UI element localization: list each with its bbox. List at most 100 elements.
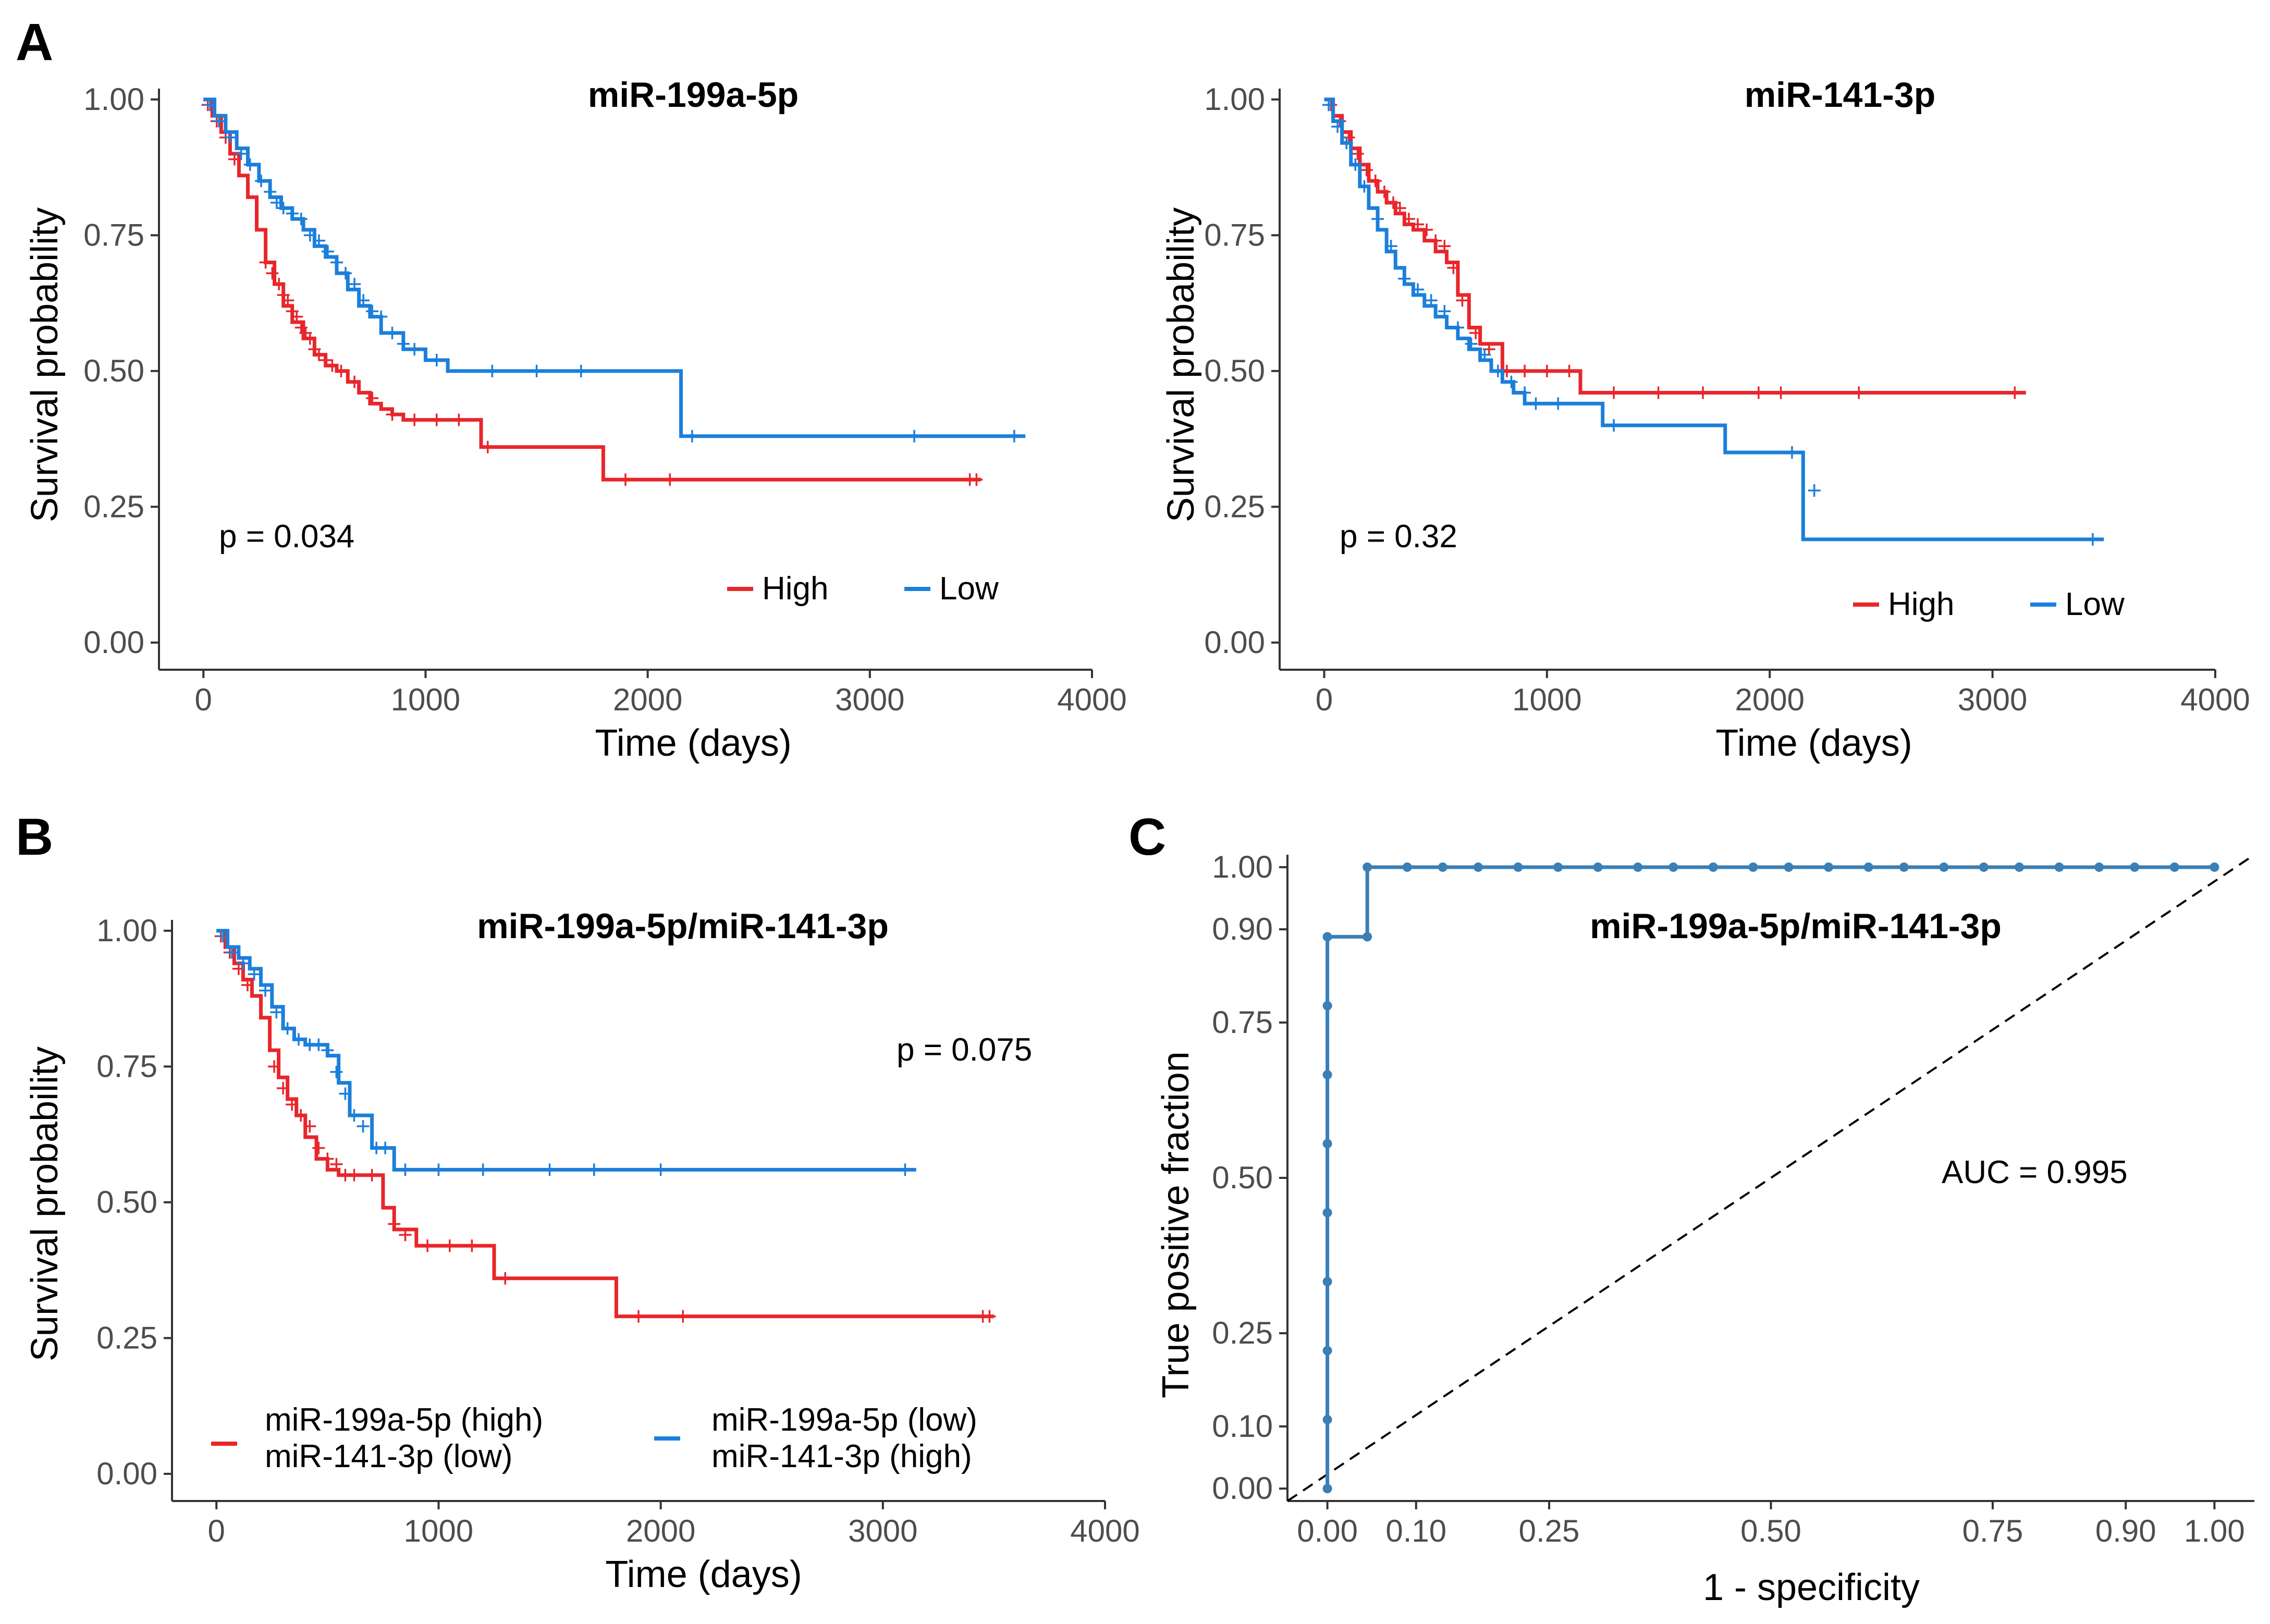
censor-mark — [270, 196, 283, 209]
legend: High Low — [1853, 586, 2125, 622]
censor-mark — [1608, 386, 1621, 399]
censor-mark — [1465, 337, 1478, 350]
censor-mark — [273, 278, 286, 291]
survival-curve-low — [216, 929, 916, 1172]
censor-mark — [235, 147, 248, 161]
roc-point — [1633, 862, 1643, 872]
censor-mark — [357, 1119, 370, 1133]
panel-label-b: B — [16, 808, 53, 866]
roc-point — [1322, 932, 1332, 942]
censor-mark — [312, 1038, 325, 1051]
roc-point — [1322, 1484, 1332, 1494]
censor-mark — [281, 294, 295, 307]
censor-mark — [1358, 180, 1371, 193]
chart-title: miR-199a-5p/miR-141-3p — [477, 906, 889, 946]
censor-mark — [204, 99, 217, 112]
censor-mark — [1429, 234, 1442, 247]
censor-mark — [319, 354, 332, 367]
panel-label-a: A — [16, 13, 53, 71]
roc-point — [1322, 1414, 1332, 1424]
censor-mark — [386, 408, 399, 421]
roc-point — [1513, 862, 1523, 872]
censor-mark — [375, 310, 388, 323]
censor-mark — [388, 1217, 401, 1231]
censor-mark — [303, 332, 316, 345]
x-tick-label: 2000 — [613, 682, 682, 717]
censor-mark — [1393, 202, 1406, 215]
y-tick-label: 0.00 — [96, 1456, 157, 1491]
censor-mark — [654, 1163, 667, 1176]
censor-mark — [1518, 364, 1531, 377]
km-plot-mir199a: miR-199a-5p Time (days) Survival probabi… — [24, 75, 1127, 764]
legend-label-line2: miR-141-3p (high) — [711, 1438, 972, 1474]
censor-mark — [357, 294, 370, 307]
censor-mark — [330, 1065, 343, 1078]
roc-point — [1748, 862, 1758, 872]
censor-mark — [1469, 326, 1482, 339]
censor-mark — [1491, 364, 1504, 377]
censor-mark — [1447, 261, 1460, 274]
x-tick-label: 1000 — [391, 682, 460, 717]
censor-mark — [1322, 99, 1335, 112]
diagonal-reference-line — [1286, 854, 2255, 1502]
censor-mark — [1852, 386, 1866, 399]
plot-area: 0.00 0.25 0.50 0.75 1.00 0 1000 2000 3000 4000 — [1204, 82, 2250, 717]
censor-mark — [1371, 213, 1384, 226]
y-tick-label: 0.25 — [96, 1320, 157, 1355]
roc-point — [1438, 862, 1447, 872]
censor-mark — [486, 364, 499, 377]
y-tick-label: 0.00 — [1204, 625, 1265, 660]
censor-mark — [292, 1033, 305, 1046]
censor-mark — [224, 131, 237, 144]
legend-label-low: Low — [2065, 586, 2125, 622]
censor-mark — [899, 1163, 912, 1176]
roc-point — [1322, 1070, 1332, 1080]
survival-curve-low — [203, 97, 1026, 438]
censor-mark — [1563, 364, 1576, 377]
censor-mark — [1518, 386, 1531, 399]
x-tick-label: 0.25 — [1519, 1514, 1580, 1548]
p-value-annotation: p = 0.034 — [219, 519, 354, 555]
censor-mark — [443, 1239, 456, 1252]
roc-point — [1322, 1346, 1332, 1356]
censor-mark — [430, 354, 443, 367]
censor-mark — [587, 1163, 600, 1176]
censor-mark — [255, 175, 268, 188]
roc-point — [2094, 862, 2104, 872]
censor-mark — [2008, 386, 2021, 399]
censor-mark — [1411, 218, 1424, 231]
censor-mark — [348, 1168, 361, 1182]
censor-mark — [685, 429, 698, 442]
censor-mark — [312, 234, 325, 247]
x-axis-title: 1 - specificity — [1703, 1567, 1920, 1608]
censor-mark — [295, 1109, 308, 1122]
roc-point — [2054, 862, 2064, 872]
censor-mark — [983, 1310, 996, 1323]
censor-mark — [1456, 294, 1469, 307]
censor-mark — [1774, 386, 1787, 399]
censor-mark — [1425, 294, 1438, 307]
x-tick-label: 3000 — [848, 1514, 917, 1548]
y-tick-label: 0.75 — [83, 217, 144, 252]
censor-mark — [348, 278, 361, 291]
y-tick-label: 1.00 — [83, 82, 144, 117]
p-value-annotation: p = 0.32 — [1340, 519, 1457, 555]
censor-mark — [970, 473, 983, 486]
censor-mark — [330, 1158, 343, 1171]
y-tick-label: 1.00 — [1212, 850, 1273, 884]
censor-mark — [408, 413, 421, 426]
censor-mark — [632, 1310, 645, 1323]
censor-mark — [1451, 321, 1464, 334]
y-tick-label: 0.50 — [83, 353, 144, 388]
roc-point — [1322, 1001, 1332, 1011]
roc-point — [1668, 862, 1678, 872]
roc-point — [1979, 862, 1989, 872]
censor-mark — [237, 957, 250, 970]
y-tick-label: 0.90 — [1212, 912, 1273, 946]
x-tick-label: 3000 — [1958, 682, 2027, 717]
roc-point — [1322, 1277, 1332, 1287]
y-tick-label: 0.25 — [1212, 1315, 1273, 1350]
censor-mark — [1402, 213, 1415, 226]
roc-point — [2015, 862, 2024, 872]
censor-mark — [386, 326, 399, 339]
